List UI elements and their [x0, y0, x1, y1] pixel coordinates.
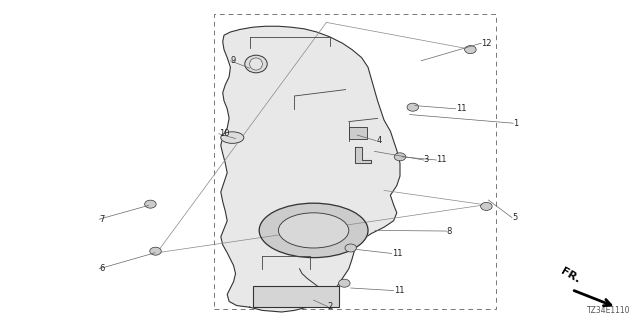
Text: 10: 10	[219, 129, 229, 138]
Polygon shape	[355, 147, 371, 163]
Text: 11: 11	[456, 104, 466, 113]
Ellipse shape	[250, 58, 262, 70]
Text: 12: 12	[481, 39, 492, 48]
Bar	[214, 14, 496, 309]
Text: TZ34E1110: TZ34E1110	[587, 306, 630, 315]
Circle shape	[221, 132, 244, 143]
Ellipse shape	[407, 103, 419, 111]
Ellipse shape	[245, 55, 268, 73]
Text: 4: 4	[376, 136, 381, 145]
Text: 2: 2	[328, 302, 333, 311]
Text: 8: 8	[447, 227, 452, 236]
Ellipse shape	[150, 247, 161, 255]
Text: 11: 11	[392, 249, 402, 258]
Circle shape	[278, 213, 349, 248]
Text: 3: 3	[424, 156, 429, 164]
Text: 1: 1	[513, 119, 518, 128]
Polygon shape	[221, 26, 400, 312]
Text: 6: 6	[99, 264, 104, 273]
Ellipse shape	[345, 244, 356, 252]
Ellipse shape	[481, 202, 492, 211]
Bar	[253, 286, 339, 307]
Ellipse shape	[339, 279, 350, 287]
Text: 7: 7	[99, 215, 104, 224]
Text: 9: 9	[230, 56, 236, 65]
Text: 11: 11	[394, 286, 404, 295]
Text: FR.: FR.	[559, 266, 582, 285]
Ellipse shape	[145, 200, 156, 208]
Bar	[349, 127, 367, 139]
Circle shape	[259, 203, 368, 258]
Ellipse shape	[394, 153, 406, 161]
Text: 5: 5	[512, 213, 517, 222]
Ellipse shape	[465, 46, 476, 53]
Text: 11: 11	[436, 156, 447, 164]
